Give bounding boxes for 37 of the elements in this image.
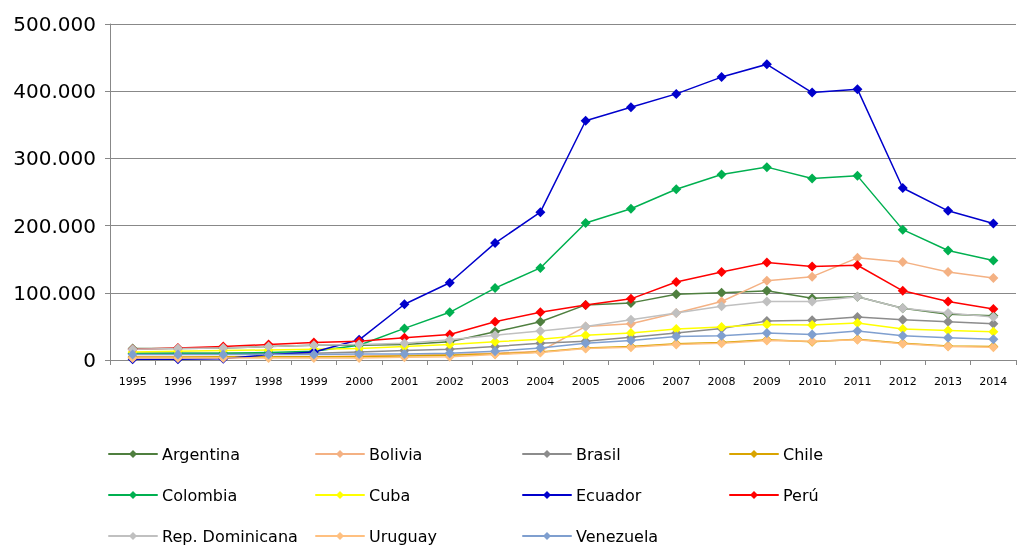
- legend-label: Argentina: [162, 444, 241, 464]
- x-tick-label: 2006: [616, 375, 645, 388]
- legend-label: Uruguay: [369, 526, 437, 546]
- legend-label: Colombia: [162, 485, 238, 505]
- x-tick-label: 2010: [798, 375, 827, 388]
- x-tick-label: 2003: [481, 375, 510, 388]
- x-tick-label: 1997: [209, 375, 238, 388]
- x-tick-label: 1995: [118, 375, 147, 388]
- x-tick-label: 2011: [843, 375, 872, 388]
- legend-label: Rep. Dominicana: [162, 526, 298, 546]
- y-tick-label: 300.000: [13, 146, 96, 171]
- x-tick-label: 2000: [345, 375, 374, 388]
- x-tick-label: 1999: [299, 375, 328, 388]
- x-tick-label: 2009: [752, 375, 781, 388]
- y-tick-label: 500.000: [13, 12, 96, 36]
- x-tick-label: 2012: [888, 375, 917, 388]
- x-tick-label: 2001: [390, 375, 419, 388]
- legend-label: Brasil: [576, 444, 621, 464]
- y-tick-label: 0: [83, 348, 96, 372]
- legend-label: Perú: [783, 485, 819, 505]
- y-tick-label: 400.000: [13, 79, 96, 104]
- legend-label: Ecuador: [576, 485, 642, 505]
- y-tick-label: 200.000: [13, 213, 96, 238]
- x-tick-label: 2008: [707, 375, 736, 388]
- x-tick-label: 2014: [979, 375, 1008, 388]
- x-tick-label: 2007: [662, 375, 691, 388]
- x-tick-label: 1996: [163, 375, 192, 388]
- x-tick-label: 2002: [435, 375, 464, 388]
- legend-label: Venezuela: [576, 526, 659, 546]
- x-tick-label: 2005: [571, 375, 600, 388]
- legend-label: Bolivia: [369, 444, 423, 464]
- x-tick-label: 2004: [526, 375, 555, 388]
- legend-label: Chile: [783, 444, 824, 464]
- x-tick-label: 2013: [934, 375, 963, 388]
- legend-label: Cuba: [369, 485, 411, 505]
- x-tick-label: 1998: [254, 375, 283, 388]
- y-tick-label: 100.000: [13, 280, 96, 305]
